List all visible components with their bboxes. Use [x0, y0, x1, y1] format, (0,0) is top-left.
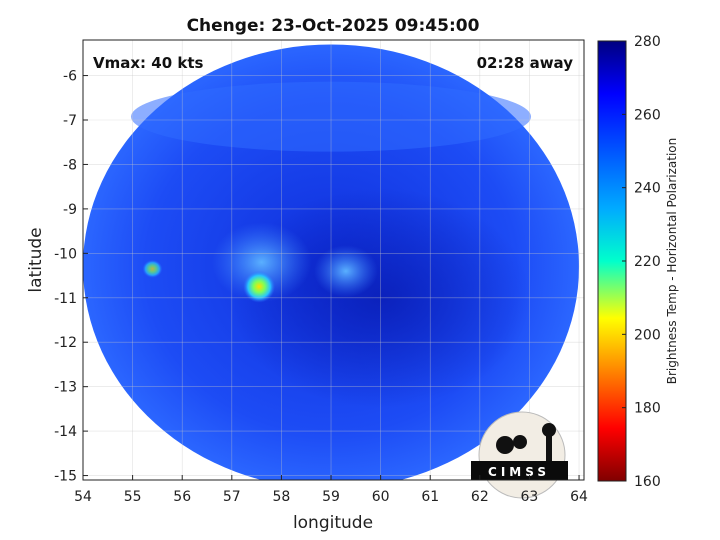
- logo-tank-icon: [542, 423, 556, 437]
- y-tick-label: -7: [63, 113, 77, 129]
- colorbar-label: Brightness Temp - Horizontal Polarizatio…: [665, 138, 679, 385]
- x-tick-label: 58: [273, 489, 291, 505]
- x-tick-label: 54: [74, 489, 92, 505]
- colorbar-gradient: [597, 40, 627, 482]
- x-tick-label: 60: [372, 489, 390, 505]
- logo-dish-icon-2: [513, 435, 527, 449]
- eye-region-feature: [313, 245, 378, 298]
- cloud-band-feature: [211, 222, 312, 303]
- colorbar-tick-label: 220: [634, 254, 661, 270]
- y-axis-label: latitude: [26, 227, 46, 292]
- x-tick-label: 59: [322, 489, 340, 505]
- grid: [82, 40, 584, 480]
- x-tick-label: 62: [471, 489, 489, 505]
- colorbar-ticks: 280 260 240 220 200 180 160: [622, 34, 661, 490]
- colorbar-tick-label: 240: [634, 181, 661, 197]
- x-tick-label: 55: [124, 489, 142, 505]
- distance-annotation: 02:28 away: [477, 54, 574, 72]
- x-axis-label: longitude: [293, 513, 373, 533]
- colorbar: [597, 40, 627, 482]
- cimss-logo: CIMSS: [471, 411, 568, 499]
- colorbar-tick-label: 180: [634, 401, 661, 417]
- y-tick-label: -6: [63, 69, 77, 85]
- small-spot-feature: [142, 259, 163, 278]
- chart-title: Chenge: 23-Oct-2025 09:45:00: [187, 16, 480, 36]
- colorbar-tick-label: 160: [634, 474, 661, 490]
- y-tick-label: -14: [54, 424, 77, 440]
- x-tick-label: 64: [570, 489, 588, 505]
- y-tick-label: -12: [54, 335, 77, 351]
- logo-text: CIMSS: [488, 465, 550, 479]
- axes-box: [82, 39, 585, 481]
- logo-band: [471, 461, 568, 480]
- y-tick-label: -11: [54, 291, 77, 307]
- axes-frame: [82, 39, 585, 481]
- colorbar-tick-label: 260: [634, 107, 661, 123]
- colorbar-tick-label: 280: [634, 34, 661, 50]
- vmax-annotation: Vmax: 40 kts: [93, 54, 203, 72]
- colorbar-tick-label: 200: [634, 327, 661, 343]
- y-tick-label: -15: [54, 469, 77, 485]
- x-tick-label: 61: [421, 489, 439, 505]
- x-tick-label: 57: [223, 489, 241, 505]
- y-tick-label: -10: [54, 246, 77, 262]
- x-tick-label: 63: [521, 489, 539, 505]
- axis-ticks: 54 55 56 57 58 59 60 61 62 63 64 -6 -7 -8 -9 -10 -11 -12 -…: [54, 69, 588, 505]
- x-tick-label: 56: [173, 489, 191, 505]
- y-tick-label: -13: [54, 380, 77, 396]
- annotations: Vmax: 40 kts 02:28 away: [93, 54, 573, 72]
- warm-spot-feature: [243, 270, 276, 303]
- y-tick-label: -8: [63, 157, 77, 173]
- logo-tower-icon: [546, 432, 552, 462]
- y-tick-label: -9: [63, 202, 77, 218]
- logo-dish-icon: [496, 436, 514, 454]
